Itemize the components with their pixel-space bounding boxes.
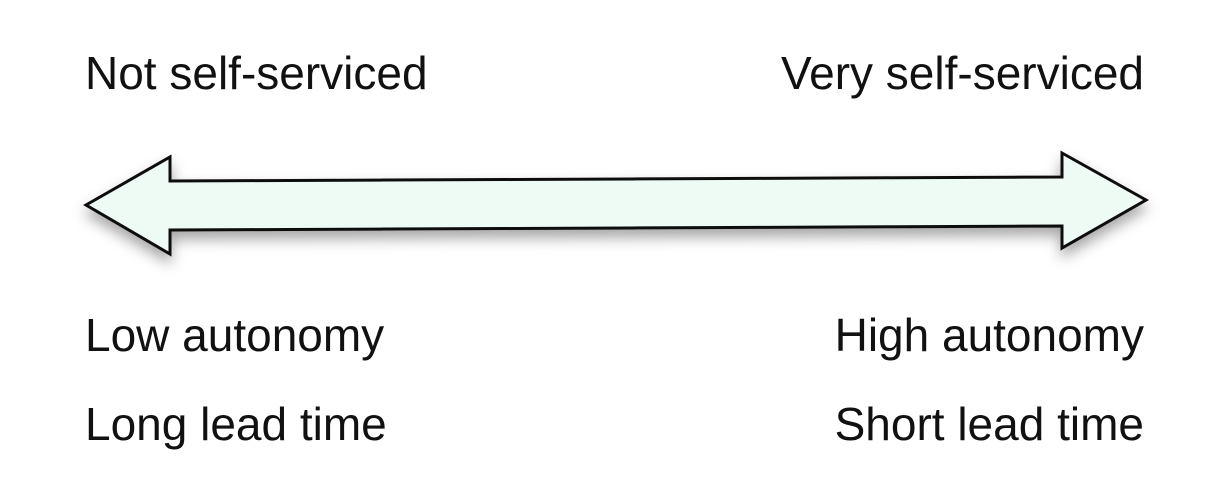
short-lead-time-label: Short lead time xyxy=(834,398,1144,450)
high-autonomy-label: High autonomy xyxy=(834,309,1144,361)
long-lead-time-label: Long lead time xyxy=(85,398,387,450)
low-autonomy-label: Low autonomy xyxy=(85,309,385,361)
double-arrow-shape xyxy=(83,150,1150,257)
not-self-serviced-label: Not self-serviced xyxy=(85,47,428,99)
very-self-serviced-label: Very self-serviced xyxy=(780,47,1144,99)
